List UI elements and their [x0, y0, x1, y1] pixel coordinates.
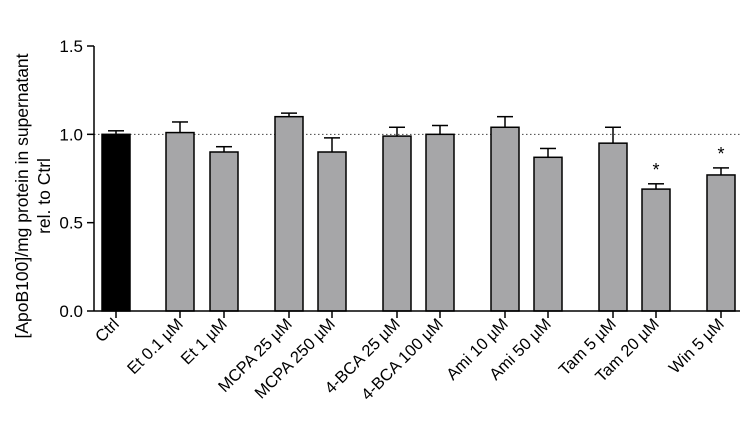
significance-marker: *	[717, 144, 724, 164]
bar	[382, 135, 412, 312]
bar	[598, 142, 628, 312]
y-tick-label: 1.0	[59, 125, 83, 144]
x-tick-label: Win 5 µM	[666, 315, 728, 377]
bar	[533, 156, 563, 312]
bar	[165, 131, 195, 312]
y-tick-label: 1.5	[59, 37, 83, 56]
x-tick-label: Ctrl	[92, 315, 123, 346]
bar	[706, 174, 736, 312]
x-tick-label: Et 1 µM	[178, 315, 231, 368]
bar	[209, 151, 239, 312]
y-axis-label-line-1: [ApoB100]/mg protein in supernatant	[12, 53, 32, 338]
bar	[641, 188, 671, 312]
bar	[101, 133, 131, 312]
bar	[274, 115, 304, 312]
bar	[490, 126, 520, 312]
y-axis-label-line-2: rel. to Ctrl	[34, 158, 54, 234]
y-axis-label: [ApoB100]/mg protein in supernatant rel.…	[12, 53, 54, 338]
x-tick-label: Et 0.1 µM	[124, 315, 187, 378]
y-tick-label: 0.5	[59, 214, 83, 233]
bar	[425, 133, 455, 312]
bar	[317, 151, 347, 312]
significance-marker: *	[652, 160, 659, 180]
y-tick-label: 0.0	[59, 302, 83, 321]
